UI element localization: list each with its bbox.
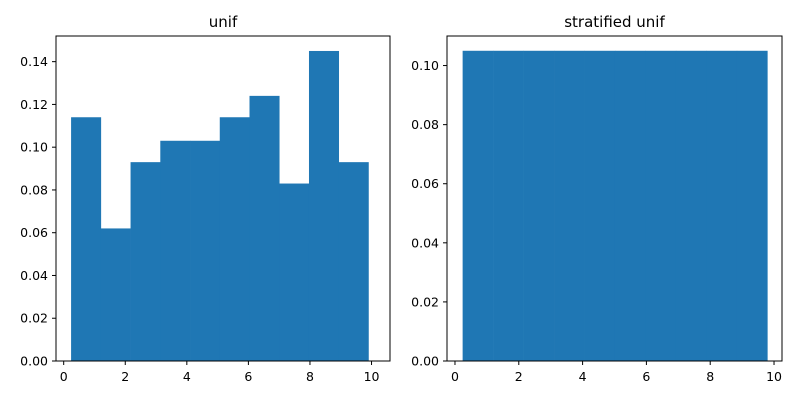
histogram-bar [308,50,340,362]
y-tick-label: 0.08 [20,182,48,197]
histogram-bar [645,50,677,361]
histogram-unif: unif 0 2 4 6 8 10 0.00 0.02 0.04 0.06 0.08 0.10 0.12… [20,13,391,384]
y-tick-label: 0.10 [20,140,48,155]
histogram-bar [338,162,369,361]
x-tick-label: 2 [515,369,523,384]
histogram-bar [249,95,280,362]
axes: 0 2 4 6 8 10 0.00 0.02 0.04 0.06 0.08 0.10 [411,35,783,384]
x-tick-label: 10 [364,369,380,384]
histogram-bar [554,50,585,361]
y-tick-label: 0.04 [411,235,439,250]
bars [462,50,768,361]
chart-title: stratified unif [564,13,665,31]
y-tick-label: 0.08 [411,117,439,132]
histogram-bar [71,117,102,361]
histogram-bar [706,50,738,361]
histogram-bar [493,50,524,361]
histogram-bar [675,50,707,361]
histogram-bar [523,50,555,361]
y-tick-label: 0.04 [20,268,48,283]
y-tick-label: 0.00 [411,354,439,369]
histogram-bar [279,183,310,361]
y-tick-label: 0.02 [20,311,48,326]
axes-frame [55,35,391,362]
x-tick-label: 0 [60,369,68,384]
histogram-bar [219,117,250,361]
x-tick-label: 4 [579,369,587,384]
y-tick-label: 0.12 [20,97,48,112]
chart-title: unif [209,13,238,31]
bars [71,50,369,362]
histogram-bar [614,50,646,361]
x-tick-label: 8 [306,369,314,384]
x-tick-label: 6 [642,369,650,384]
histogram-bar [130,162,161,361]
y-tick-label: 0.02 [411,294,439,309]
x-tick-label: 10 [766,369,782,384]
y-tick-label: 0.14 [20,54,48,69]
histogram-bar [100,228,131,361]
y-tick-label: 0.06 [411,176,439,191]
histogram-bar [736,50,768,361]
x-tick-label: 2 [121,369,129,384]
y-tick-label: 0.10 [411,58,439,73]
x-tick-label: 4 [183,369,191,384]
histogram-bar [584,50,616,361]
x-tick-label: 6 [244,369,252,384]
histogram-bar [160,140,191,361]
axes: 0 2 4 6 8 10 0.00 0.02 0.04 0.06 0.08 0.10 0.12 0.14 [20,35,391,384]
y-tick-label: 0.06 [20,225,48,240]
histogram-stratified-unif: stratified unif 0 2 4 6 8 100.000.020.040.060… [411,13,783,384]
x-tick-label: 0 [451,369,459,384]
y-tick-label: 0.00 [20,354,48,369]
histogram-bar [462,50,494,361]
axes-frame [446,35,783,362]
histogram-bar [190,140,221,361]
x-tick-label: 8 [706,369,714,384]
